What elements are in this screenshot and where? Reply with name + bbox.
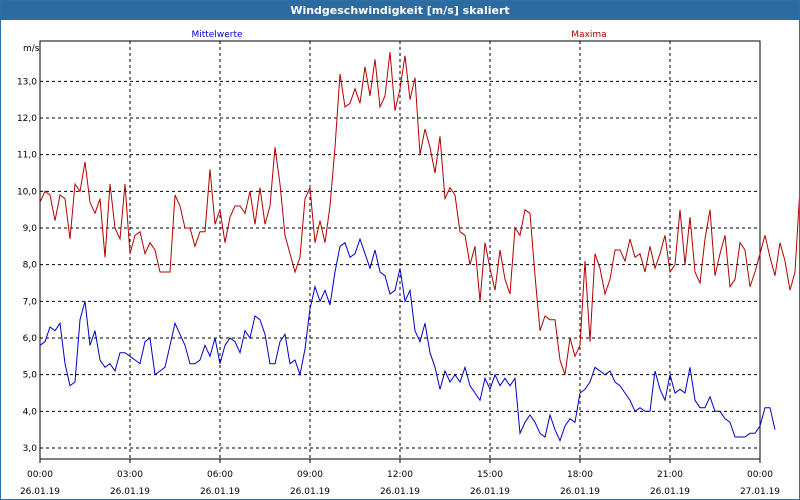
- y-tick-label: 6,0: [23, 334, 38, 344]
- x-tick-date: 26.01.19: [200, 487, 240, 497]
- x-tick-time: 15:00: [477, 470, 503, 480]
- x-tick-date: 27.01.19: [740, 487, 780, 497]
- x-tick-time: 00:00: [747, 470, 773, 480]
- x-tick-date: 26.01.19: [290, 487, 330, 497]
- window-title: Windgeschwindigkeit [m/s] skaliert: [1, 1, 799, 20]
- x-tick-time: 06:00: [207, 470, 233, 480]
- y-tick-label: 12,0: [17, 114, 37, 124]
- y-tick-label: 3,0: [23, 444, 38, 454]
- y-axis-unit: m/s: [23, 44, 40, 54]
- x-tick-time: 12:00: [387, 470, 413, 480]
- y-tick-label: 13,0: [17, 77, 37, 87]
- y-tick-label: 5,0: [23, 371, 38, 381]
- x-tick-time: 09:00: [297, 470, 323, 480]
- y-tick-label: 10,0: [17, 187, 37, 197]
- x-tick-time: 21:00: [657, 470, 683, 480]
- y-tick-label: 11,0: [17, 151, 37, 161]
- y-tick-label: 4,0: [23, 407, 38, 417]
- x-tick-time: 03:00: [117, 470, 143, 480]
- x-tick-date: 26.01.19: [20, 487, 60, 497]
- y-tick-label: 9,0: [23, 224, 38, 234]
- y-tick-label: 8,0: [23, 261, 38, 271]
- x-tick-date: 26.01.19: [380, 487, 420, 497]
- x-tick-date: 26.01.19: [650, 487, 690, 497]
- x-tick-time: 00:00: [27, 470, 53, 480]
- y-tick-label: 7,0: [23, 297, 38, 307]
- legend-mittelwerte: Mittelwerte: [191, 30, 242, 40]
- legend-maxima: Maxima: [571, 30, 606, 40]
- x-tick-date: 26.01.19: [560, 487, 600, 497]
- x-tick-date: 26.01.19: [110, 487, 150, 497]
- series-line-maxima: [39, 51, 799, 375]
- x-tick-date: 26.01.19: [470, 487, 510, 497]
- series-line-mittelwerte: [39, 237, 776, 443]
- x-tick-time: 18:00: [567, 470, 593, 480]
